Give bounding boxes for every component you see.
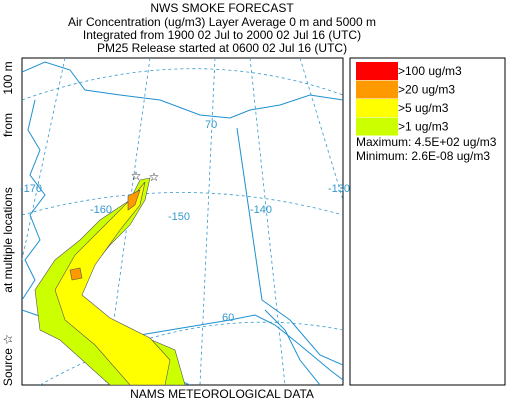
coastline — [264, 309, 321, 385]
legend-minimum: Minimum: 2.6E-08 ug/m3 — [356, 149, 490, 163]
side-label: at multiple locations — [1, 187, 15, 292]
grid-label: 60 — [222, 312, 234, 324]
grid-line — [104, 58, 151, 385]
legend-items: >100 ug/m3 >20 ug/m3 >5 ug/m3 >1 ug/m3 — [356, 62, 462, 136]
legend-swatch — [356, 62, 398, 80]
side-label: from — [1, 113, 15, 137]
smoke-region — [69, 267, 83, 281]
subtitle: Air Concentration (ug/m3) Layer Average … — [68, 15, 376, 29]
side-label: 100 m — [1, 61, 15, 94]
coastline — [139, 314, 343, 381]
subtitle: Integrated from 1900 02 Jul to 2000 02 J… — [83, 28, 361, 42]
legend: >100 ug/m3 >20 ug/m3 >5 ug/m3 >1 ug/m3 Maxi… — [349, 57, 506, 386]
grid-line — [199, 58, 216, 385]
legend-swatch — [356, 117, 398, 136]
legend-label: >5 ug/m3 — [398, 101, 449, 115]
grid-label: -170 — [20, 183, 42, 195]
footer: NAMS METEOROLOGICAL DATA — [130, 387, 314, 401]
legend-label: >100 ug/m3 — [398, 64, 462, 78]
smoke-region — [127, 189, 141, 211]
grid-line — [299, 58, 343, 201]
coastline — [22, 61, 343, 119]
smoke-region — [34, 177, 186, 385]
legend-label: >1 ug/m3 — [398, 120, 449, 134]
grid-label: -140 — [250, 204, 272, 216]
source-marker: ☆ — [131, 169, 142, 183]
legend-swatch — [356, 99, 398, 117]
legend-label: >20 ug/m3 — [398, 83, 455, 97]
grid-label: -160 — [90, 204, 112, 216]
grid-line — [249, 58, 286, 385]
title: NWS SMOKE FORECAST — [150, 1, 294, 15]
source-marker: ☆ — [149, 170, 160, 184]
grid-line — [22, 58, 66, 261]
subtitle: PM25 Release started at 0600 02 Jul 16 (… — [97, 41, 347, 55]
grid-label: 70 — [205, 119, 217, 131]
legend-maximum: Maximum: 4.5E+02 ug/m3 — [356, 135, 497, 149]
legend-swatch — [356, 80, 398, 99]
coastline — [22, 99, 46, 301]
grid-label: -150 — [168, 211, 190, 223]
side-label: Source ☆ — [1, 334, 15, 386]
smoke-region — [54, 181, 171, 385]
grid-line — [22, 192, 343, 216]
map: ☆ ☆ -170 -160 -150 -140 -130 70 60 — [20, 57, 350, 386]
border — [236, 127, 343, 366]
grid-label: -130 — [328, 183, 350, 195]
grid-line — [39, 321, 343, 385]
